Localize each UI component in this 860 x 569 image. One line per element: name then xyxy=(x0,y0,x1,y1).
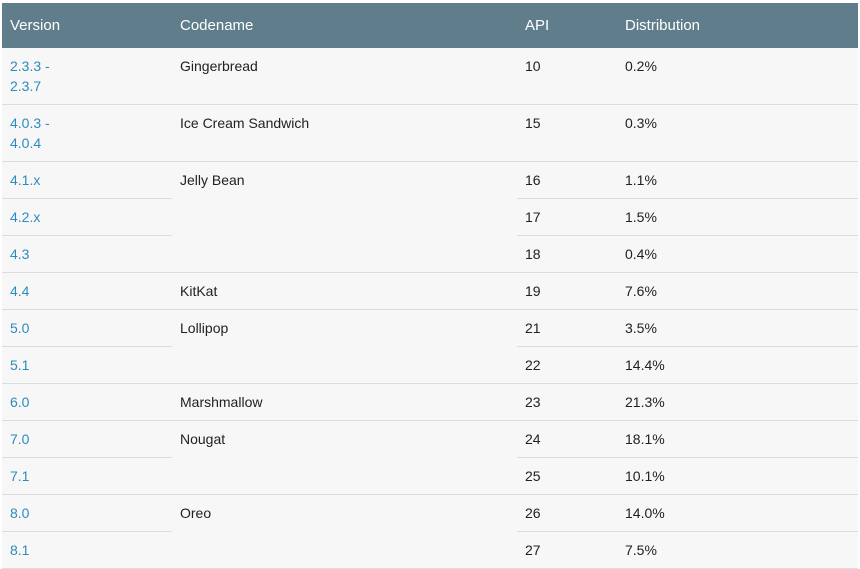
version-link[interactable]: 5.0 xyxy=(2,309,172,347)
api-cell: 26 xyxy=(517,494,617,532)
version-link[interactable]: 4.3 xyxy=(2,235,172,273)
table-row: 5.1 22 14.4% xyxy=(2,346,858,384)
codename-cell: Jelly Bean xyxy=(172,161,517,273)
api-cell: 16 xyxy=(517,161,617,199)
table-header-row: Version Codename API Distribution xyxy=(2,3,858,48)
table-row: 5.0 Lollipop 21 3.5% xyxy=(2,309,858,384)
header-distribution: Distribution xyxy=(617,3,858,48)
table-row: 4.4 KitKat 19 7.6% xyxy=(2,272,858,310)
codename-cell: Lollipop xyxy=(172,309,517,384)
distribution-cell: 0.4% xyxy=(617,235,858,273)
version-link[interactable]: 4.0.3 - 4.0.4 xyxy=(2,104,172,162)
header-version: Version xyxy=(2,3,172,48)
api-cell: 24 xyxy=(517,420,617,458)
distribution-cell: 0.2% xyxy=(617,48,858,105)
distribution-cell: 1.5% xyxy=(617,198,858,236)
version-link-part[interactable]: 4.0.3 - xyxy=(10,115,50,131)
header-codename: Codename xyxy=(172,3,517,48)
table-row: 6.0 Marshmallow 23 21.3% xyxy=(2,383,858,421)
distribution-cell: 18.1% xyxy=(617,420,858,458)
api-cell: 10 xyxy=(517,48,617,105)
distribution-cell: 1.1% xyxy=(617,161,858,199)
version-link[interactable]: 4.2.x xyxy=(2,198,172,236)
table-row: 8.1 27 7.5% xyxy=(2,531,858,569)
version-link[interactable]: 8.0 xyxy=(2,494,172,532)
version-link[interactable]: 4.1.x xyxy=(2,161,172,199)
codename-cell: Marshmallow xyxy=(172,383,517,421)
version-link-part[interactable]: 2.3.3 - xyxy=(10,58,50,74)
version-link-part[interactable]: 2.3.7 xyxy=(10,78,42,94)
header-api: API xyxy=(517,3,617,48)
version-link[interactable]: 7.1 xyxy=(2,457,172,495)
table-row: 8.0 Oreo 26 14.0% xyxy=(2,494,858,569)
distribution-cell: 21.3% xyxy=(617,383,858,421)
version-link[interactable]: 7.0 xyxy=(2,420,172,458)
table-row: 4.3 18 0.4% xyxy=(2,235,858,273)
distribution-cell: 14.4% xyxy=(617,346,858,384)
distribution-table-container: Version Codename API Distribution 2.3.3 … xyxy=(2,3,858,569)
distribution-cell: 14.0% xyxy=(617,494,858,532)
version-link[interactable]: 5.1 xyxy=(2,346,172,384)
distribution-table: Version Codename API Distribution 2.3.3 … xyxy=(2,3,858,569)
table-row: 4.1.x Jelly Bean 16 1.1% xyxy=(2,161,858,273)
codename-cell: Nougat xyxy=(172,420,517,495)
version-link[interactable]: 6.0 xyxy=(2,383,172,421)
api-cell: 19 xyxy=(517,272,617,310)
table-row: 7.1 25 10.1% xyxy=(2,457,858,495)
version-link[interactable]: 4.4 xyxy=(2,272,172,310)
distribution-cell: 10.1% xyxy=(617,457,858,495)
codename-cell: Ice Cream Sandwich xyxy=(172,104,517,162)
api-cell: 22 xyxy=(517,346,617,384)
api-cell: 25 xyxy=(517,457,617,495)
distribution-cell: 7.5% xyxy=(617,531,858,569)
distribution-cell: 3.5% xyxy=(617,309,858,347)
table-row: 7.0 Nougat 24 18.1% xyxy=(2,420,858,495)
table-row: 4.0.3 - 4.0.4 Ice Cream Sandwich 15 0.3% xyxy=(2,104,858,162)
version-link-part[interactable]: 4.0.4 xyxy=(10,135,42,151)
version-link[interactable]: 8.1 xyxy=(2,531,172,569)
codename-cell: Gingerbread xyxy=(172,48,517,105)
version-link[interactable]: 2.3.3 - 2.3.7 xyxy=(2,48,172,105)
distribution-cell: 7.6% xyxy=(617,272,858,310)
api-cell: 18 xyxy=(517,235,617,273)
codename-cell: KitKat xyxy=(172,272,517,310)
api-cell: 23 xyxy=(517,383,617,421)
table-row: 2.3.3 - 2.3.7 Gingerbread 10 0.2% xyxy=(2,48,858,105)
api-cell: 21 xyxy=(517,309,617,347)
api-cell: 17 xyxy=(517,198,617,236)
api-cell: 27 xyxy=(517,531,617,569)
distribution-cell: 0.3% xyxy=(617,104,858,162)
api-cell: 15 xyxy=(517,104,617,162)
table-row: 4.2.x 17 1.5% xyxy=(2,198,858,236)
codename-cell: Oreo xyxy=(172,494,517,569)
